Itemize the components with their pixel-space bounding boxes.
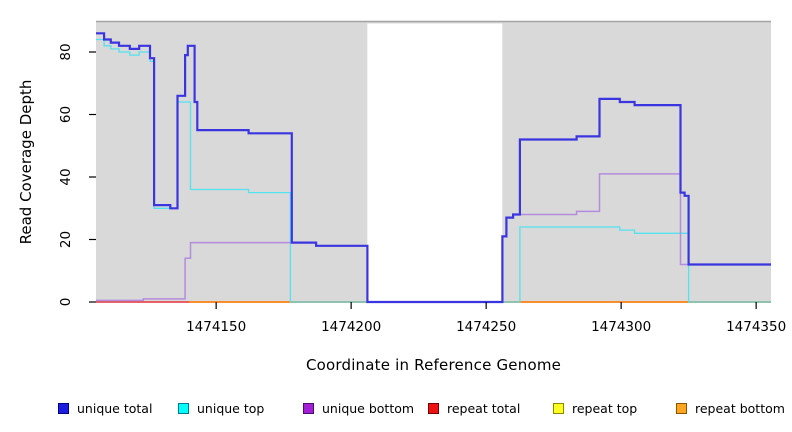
x-axis-tick-label: 1474300 xyxy=(591,319,651,335)
x-axis-tick-label: 1474250 xyxy=(456,319,516,335)
legend-swatch-unique-bottom xyxy=(303,403,314,414)
series-unique-total xyxy=(96,32,771,304)
legend-label-unique-bottom: unique bottom xyxy=(322,401,415,416)
legend-label-repeat-bottom: repeat bottom xyxy=(695,401,785,416)
legend-label-unique-total: unique total xyxy=(77,401,153,416)
y-axis-tick-label: 0 xyxy=(58,298,74,307)
legend-swatch-repeat-top xyxy=(553,403,564,414)
legend-item-unique-bottom: unique bottom xyxy=(303,401,414,416)
coverage-gap-band xyxy=(367,23,503,302)
y-axis-title: Read Coverage Depth xyxy=(17,79,35,245)
y-axis-tick-label: 80 xyxy=(58,43,74,60)
legend-swatch-repeat-total xyxy=(428,403,439,414)
y-axis-tick-label: 40 xyxy=(58,168,74,185)
y-axis-tick-label: 60 xyxy=(58,106,74,123)
x-axis-title: Coordinate in Reference Genome xyxy=(305,356,562,374)
legend-item-repeat-total: repeat total xyxy=(428,401,520,416)
legend-swatch-unique-total xyxy=(58,403,69,414)
x-axis-tick-label: 1474350 xyxy=(726,319,786,335)
legend-item-unique-top: unique top xyxy=(178,401,264,416)
legend: unique total unique top unique bottom repea… xyxy=(0,401,792,423)
legend-swatch-repeat-bottom xyxy=(676,403,687,414)
y-axis-tick-label: 20 xyxy=(58,231,74,248)
legend-label-unique-top: unique top xyxy=(197,401,265,416)
legend-swatch-unique-top xyxy=(178,403,189,414)
legend-item-unique-total: unique total xyxy=(58,401,152,416)
legend-item-repeat-top: repeat top xyxy=(553,401,637,416)
x-axis-tick-label: 1474200 xyxy=(321,319,381,335)
legend-item-repeat-bottom: repeat bottom xyxy=(676,401,785,416)
legend-label-repeat-total: repeat total xyxy=(447,401,521,416)
x-axis-tick-label: 1474150 xyxy=(186,319,246,335)
legend-label-repeat-top: repeat top xyxy=(572,401,638,416)
